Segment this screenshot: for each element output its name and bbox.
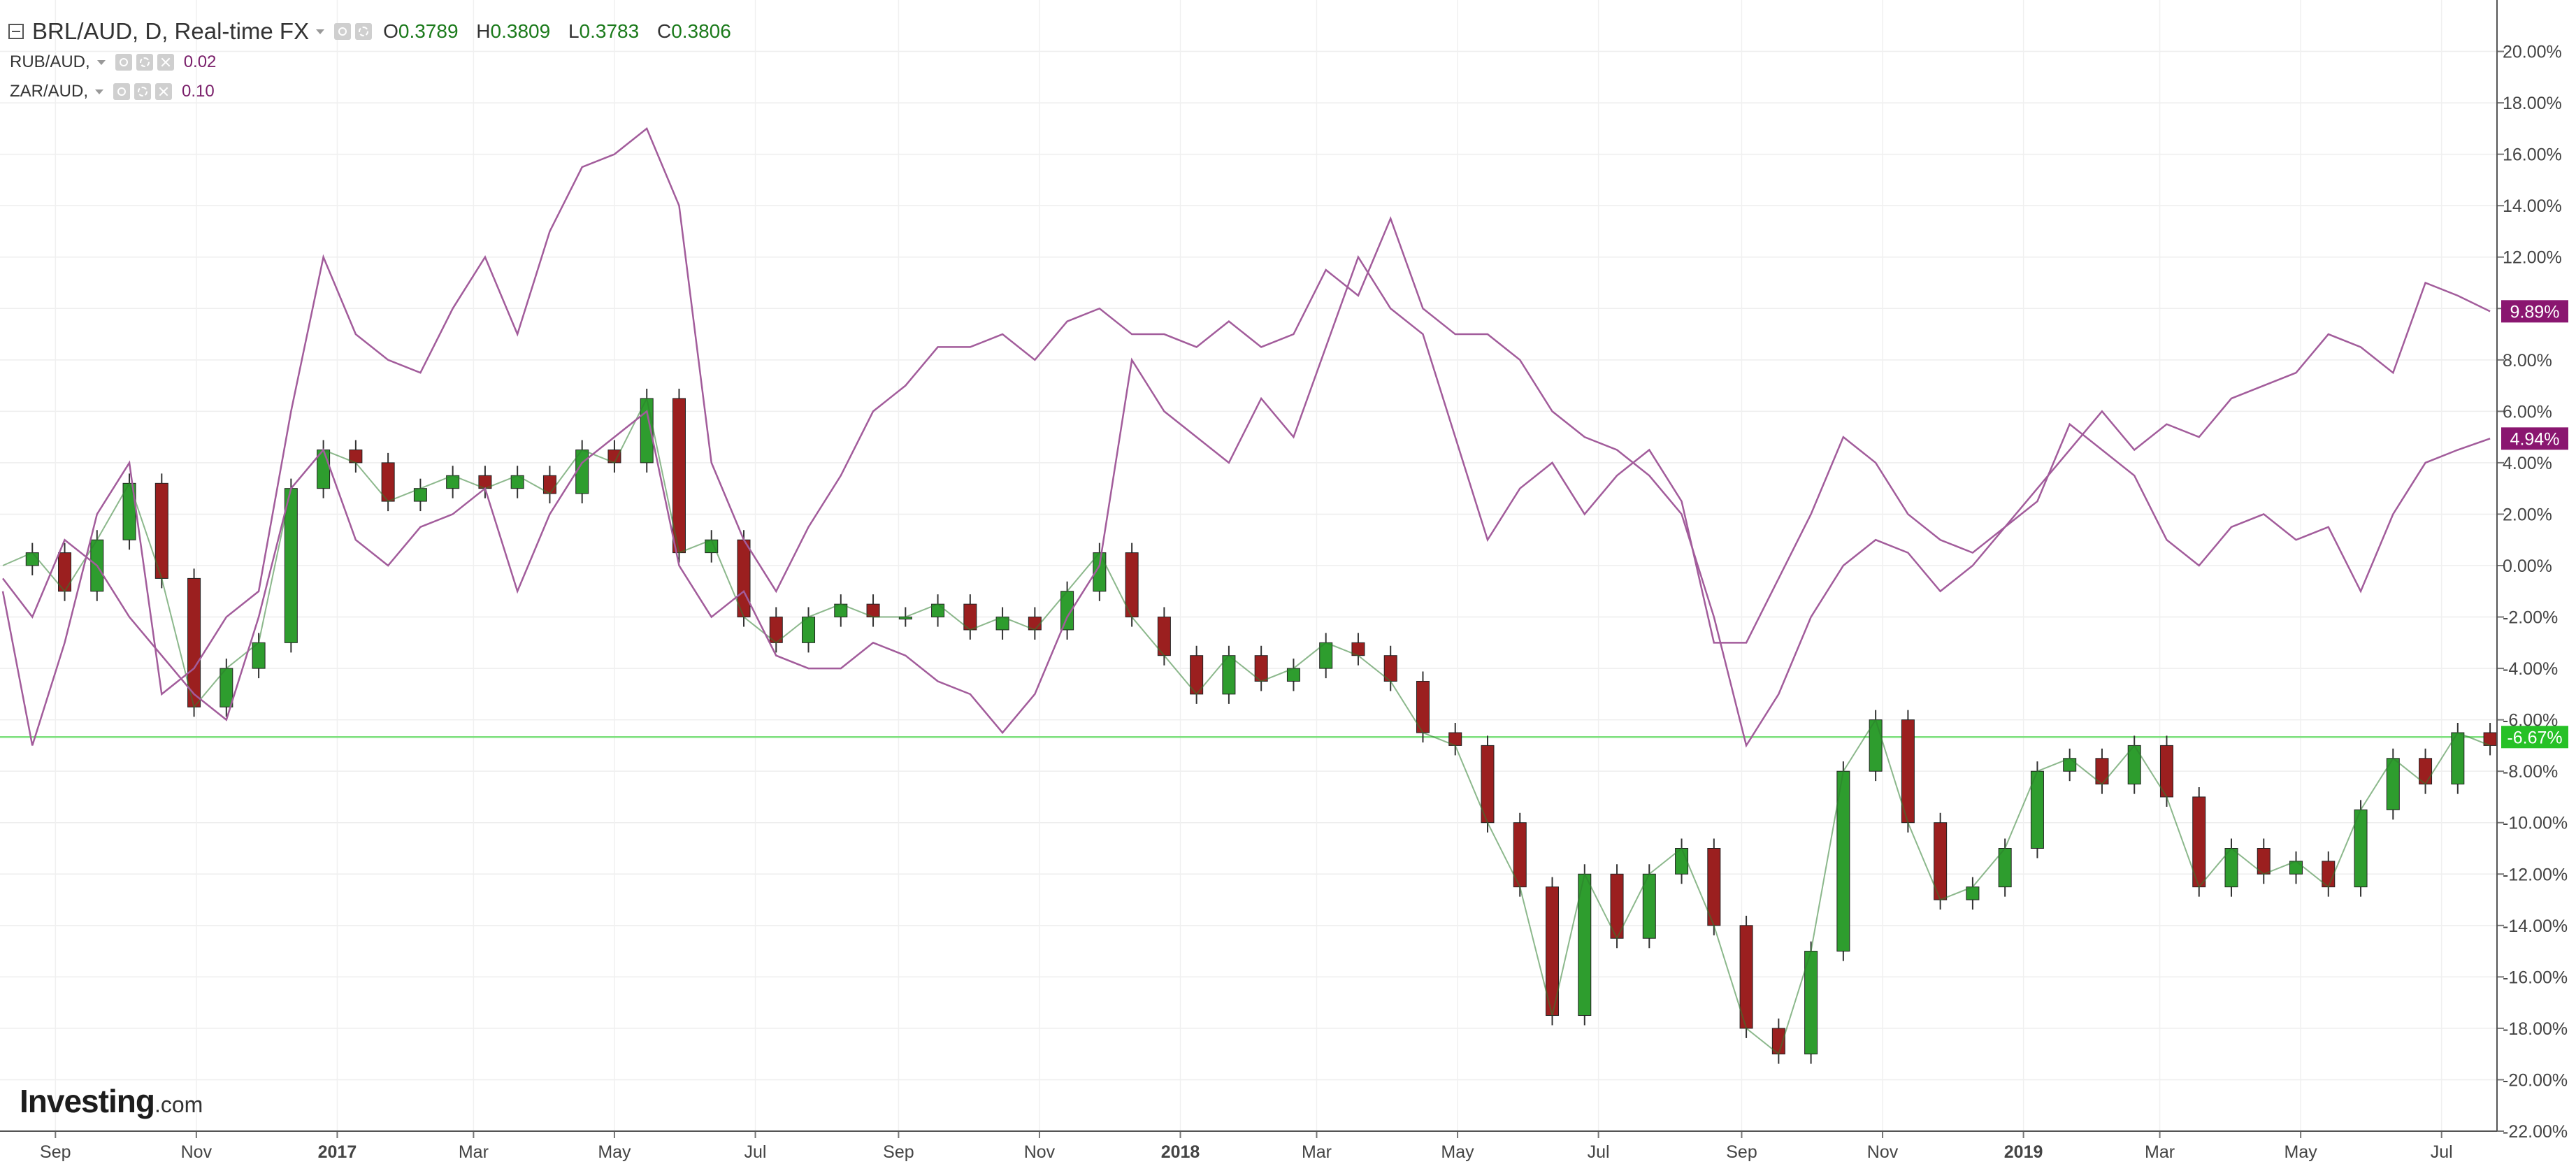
brl-aud-last-badge	[2501, 726, 2568, 749]
collapse-legend-icon[interactable]	[8, 24, 24, 39]
y-tick-label: -16.00%	[2503, 968, 2568, 987]
x-tick-label: 2019	[2004, 1142, 2043, 1162]
grid-layer	[0, 0, 2497, 1132]
ohlc-values: O0.3789 H0.3809 L0.3783 C0.3806	[383, 20, 744, 43]
x-tick-label: Nov	[1867, 1142, 1899, 1162]
y-tick-label: -4.00%	[2503, 659, 2558, 679]
y-tick-label: 14.00%	[2503, 196, 2562, 216]
x-tick-label: Sep	[1726, 1142, 1757, 1162]
x-tick-label: 2018	[1161, 1142, 1200, 1162]
zar-aud-last-badge	[2501, 427, 2568, 450]
x-tick-label: Nov	[1024, 1142, 1056, 1162]
x-tick-label: Sep	[883, 1142, 914, 1162]
investing-logo[interactable]: Investing.com	[20, 1082, 203, 1120]
zar-settings-icon[interactable]	[134, 83, 152, 100]
low-value: 0.3783	[579, 20, 640, 42]
open-label: O	[383, 20, 398, 42]
y-tick-label: -18.00%	[2503, 1019, 2568, 1039]
y-tick-label: 8.00%	[2503, 351, 2552, 371]
rub-visibility-icon[interactable]	[115, 54, 132, 71]
zar-symbol-title[interactable]: ZAR/AUD,	[10, 82, 89, 101]
y-tick-label: -10.00%	[2503, 814, 2568, 833]
legend-main-row: BRL/AUD, D, Real-time FX O0.3789 H0.3809…	[8, 15, 744, 48]
x-tick-label: 2017	[318, 1142, 357, 1162]
close-label: C	[656, 20, 672, 42]
open-value: 0.3789	[398, 20, 459, 42]
rub-aud-last-badge	[2501, 300, 2568, 323]
x-tick-label: Mar	[1302, 1142, 1332, 1162]
brl-candles	[25, 388, 2497, 1064]
rub-aud-last-label: 9.89%	[2510, 302, 2560, 322]
rub-remove-icon[interactable]	[157, 54, 174, 71]
main-settings-icon[interactable]	[355, 23, 373, 40]
x-tick-label: Mar	[459, 1142, 489, 1162]
main-symbol-caret-icon[interactable]	[316, 29, 325, 34]
zar-caret-icon[interactable]	[95, 89, 104, 94]
y-tick-label: -2.00%	[2503, 608, 2558, 628]
x-tick-label: Jul	[2431, 1142, 2453, 1162]
x-tick-label: May	[598, 1142, 631, 1162]
legend-rub-row: RUB/AUD, 0.02	[8, 48, 744, 77]
legend-zar-row: ZAR/AUD, 0.10	[8, 77, 744, 106]
zar-aud-line	[2, 254, 2491, 734]
y-tick-label: 12.00%	[2503, 248, 2562, 268]
series-layer	[1, 127, 2497, 1064]
main-symbol-title[interactable]: BRL/AUD, D, Real-time FX	[32, 18, 310, 44]
y-tick-label: 20.00%	[2503, 43, 2562, 62]
logo-text: Investing	[20, 1083, 155, 1119]
logo-domain: .com	[154, 1092, 203, 1117]
x-tick-label: Jul	[1588, 1142, 1610, 1162]
last-value-badges: -6.67% 9.89% 4.94%	[2501, 300, 2568, 749]
brl-aud-line	[2, 396, 2491, 1056]
y-tick-label: -8.00%	[2503, 762, 2558, 782]
y-tick-label: -20.00%	[2503, 1070, 2568, 1090]
main-visibility-icon[interactable]	[334, 23, 352, 40]
y-tick-label: -14.00%	[2503, 917, 2568, 936]
y-tick-label: 2.00%	[2503, 505, 2552, 524]
rub-aud-line	[1, 127, 2491, 748]
low-label: L	[568, 20, 580, 42]
rub-caret-icon[interactable]	[96, 59, 106, 65]
y-tick-label: 16.00%	[2503, 145, 2562, 165]
zar-aud-last-label: 4.94%	[2510, 429, 2560, 449]
rub-symbol-title[interactable]: RUB/AUD,	[10, 52, 90, 71]
rub-value: 0.02	[183, 52, 217, 71]
brl-aud-last-label: -6.67%	[2507, 728, 2562, 747]
x-tick-label: Sep	[40, 1142, 71, 1162]
zar-value: 0.10	[182, 82, 215, 101]
x-tick-label: May	[2284, 1142, 2318, 1162]
zar-remove-icon[interactable]	[155, 83, 173, 100]
chart-legend: BRL/AUD, D, Real-time FX O0.3789 H0.3809…	[8, 15, 744, 106]
y-tick-label: 18.00%	[2503, 94, 2562, 113]
close-value: 0.3806	[671, 20, 731, 42]
y-tick-label: -22.00%	[2503, 1122, 2568, 1142]
high-label: H	[476, 20, 491, 42]
high-value: 0.3809	[490, 20, 551, 42]
zar-visibility-icon[interactable]	[113, 83, 131, 100]
y-tick-label: 6.00%	[2503, 402, 2552, 422]
x-tick-label: Mar	[2145, 1142, 2175, 1162]
x-tick-label: Jul	[744, 1142, 767, 1162]
x-tick-label: May	[1441, 1142, 1474, 1162]
rub-settings-icon[interactable]	[136, 54, 153, 71]
y-tick-label: 0.00%	[2503, 556, 2552, 576]
y-tick-label: -12.00%	[2503, 865, 2568, 884]
x-tick-label: Nov	[181, 1142, 213, 1162]
y-tick-label: 4.00%	[2503, 454, 2552, 473]
